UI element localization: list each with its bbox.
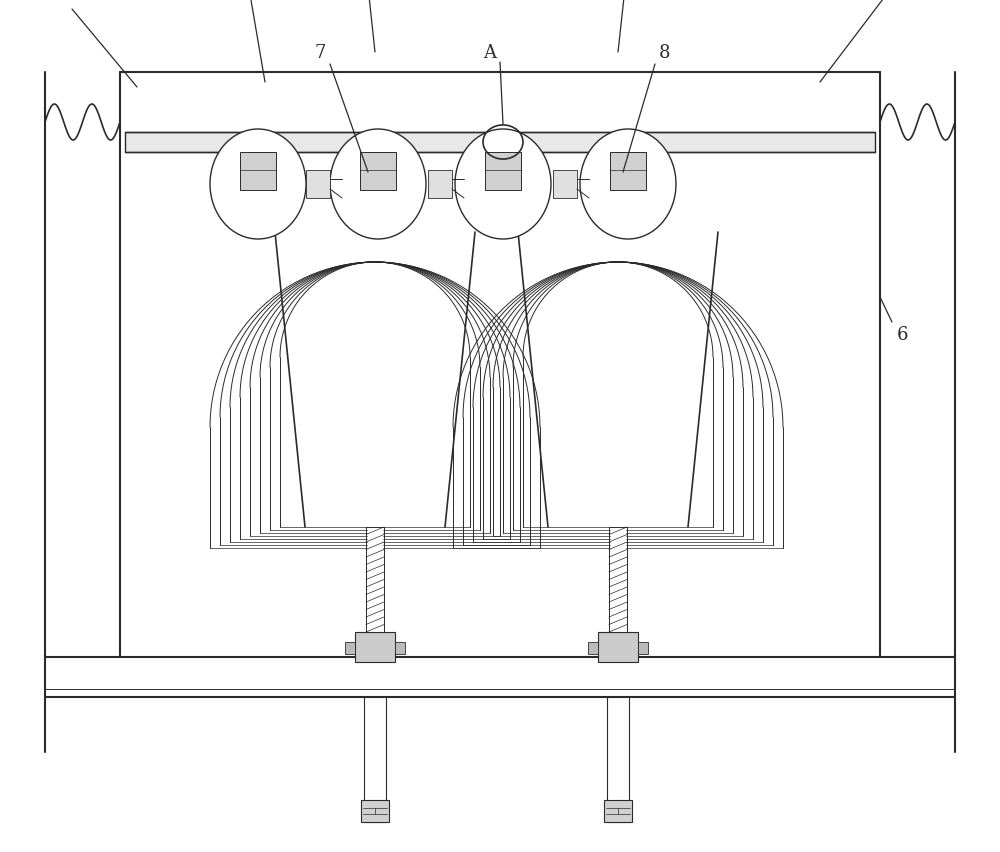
Bar xyxy=(45,657,955,697)
Text: 8: 8 xyxy=(659,44,671,62)
Bar xyxy=(638,642,648,654)
Bar xyxy=(588,642,598,654)
Bar xyxy=(125,133,875,153)
Ellipse shape xyxy=(455,130,551,239)
Ellipse shape xyxy=(330,130,426,239)
Text: 6: 6 xyxy=(897,325,909,343)
Ellipse shape xyxy=(210,130,306,239)
Bar xyxy=(395,642,405,654)
Bar xyxy=(553,170,577,199)
Bar xyxy=(609,527,627,632)
Bar xyxy=(366,527,384,632)
Text: 1: 1 xyxy=(56,0,68,4)
Bar xyxy=(345,642,355,654)
Bar xyxy=(306,170,330,199)
Bar xyxy=(355,632,395,662)
Bar xyxy=(604,800,632,822)
Text: 7: 7 xyxy=(314,44,326,62)
Text: A: A xyxy=(484,44,496,62)
Bar xyxy=(240,153,276,191)
Bar xyxy=(360,153,396,191)
Bar xyxy=(610,153,646,191)
Bar xyxy=(485,153,521,191)
Bar xyxy=(607,697,629,822)
Bar xyxy=(598,632,638,662)
Ellipse shape xyxy=(580,130,676,239)
Bar xyxy=(428,170,452,199)
Bar xyxy=(364,697,386,822)
Bar xyxy=(361,800,389,822)
